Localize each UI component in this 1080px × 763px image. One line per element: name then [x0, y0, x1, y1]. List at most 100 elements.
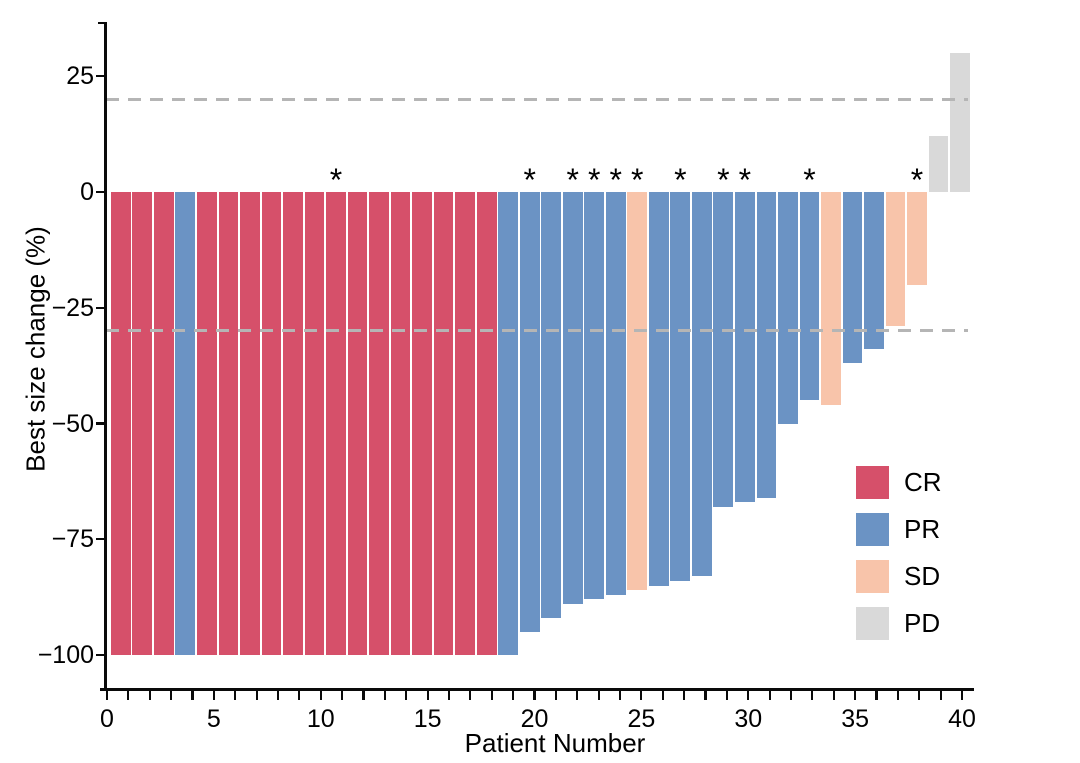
bar-patient-6: [218, 192, 239, 655]
x-axis-line: [100, 688, 974, 691]
y-tick-label-0: 0: [80, 178, 94, 206]
x-tick-10: [319, 691, 322, 700]
x-tick-7: [255, 691, 258, 700]
x-tick-34: [832, 691, 835, 700]
bar-patient-33: [799, 192, 820, 401]
reference-line--30: [106, 329, 968, 333]
x-tick-label-30: 30: [734, 705, 763, 733]
x-tick-21: [554, 691, 557, 700]
y-tick--75: [96, 538, 105, 541]
bar-patient-27: [670, 192, 691, 581]
y-tick-label--75: −75: [51, 525, 94, 554]
bar-patient-38: [907, 192, 927, 285]
y-axis-top-tick: [98, 22, 106, 25]
x-axis-title: Patient Number: [464, 728, 646, 758]
x-tick-38: [918, 691, 921, 700]
x-tick-label-10: 10: [306, 705, 335, 733]
bar-patient-3: [153, 192, 174, 655]
bar-patient-9: [283, 192, 303, 655]
x-tick-35: [854, 691, 857, 700]
bar-patient-5: [196, 192, 217, 655]
bar-patient-10: [304, 192, 325, 655]
bar-patient-11: [326, 192, 346, 655]
bar-patient-18: [476, 192, 497, 655]
bar-patient-40: [950, 53, 970, 192]
x-tick-6: [234, 691, 237, 700]
y-tick--25: [96, 306, 105, 309]
x-tick-19: [512, 691, 515, 700]
legend-item-pr: PR: [856, 513, 942, 546]
x-tick-14: [405, 691, 408, 700]
x-tick-26: [661, 691, 664, 700]
bar-patient-13: [369, 192, 389, 655]
x-tick-22: [576, 691, 579, 700]
x-tick-37: [896, 691, 899, 700]
legend-swatch-pr: [856, 513, 889, 546]
bar-patient-1: [110, 192, 131, 655]
x-tick-40: [960, 691, 964, 700]
star-annotation-patient-30: *: [738, 162, 752, 198]
bar-patient-20: [519, 192, 540, 632]
bar-patient-21: [541, 192, 562, 618]
x-tick-2: [148, 691, 151, 700]
x-tick-label-15: 15: [413, 705, 442, 733]
bar-patient-16: [433, 192, 454, 655]
bar-patient-29: [713, 192, 734, 507]
bar-patient-17: [455, 192, 476, 655]
bar-patient-4: [175, 192, 196, 655]
x-tick-32: [789, 691, 793, 700]
legend-item-cr: CR: [856, 466, 942, 499]
x-tick-36: [875, 691, 878, 700]
y-tick--100: [96, 653, 105, 657]
x-tick-39: [939, 691, 942, 700]
bar-patient-8: [261, 192, 282, 655]
y-tick--50: [96, 422, 105, 425]
bar-patient-30: [734, 192, 755, 503]
reference-line-20: [106, 97, 968, 101]
bar-patient-39: [928, 136, 949, 192]
y-tick-label--50: −50: [51, 409, 94, 438]
bar-patient-31: [756, 192, 777, 498]
x-tick-1: [127, 691, 130, 700]
star-annotation-patient-33: *: [803, 162, 816, 198]
x-tick-15: [426, 691, 429, 700]
star-annotation-patient-23: *: [588, 162, 601, 198]
bar-patient-2: [132, 192, 153, 655]
y-tick-label--100: −100: [37, 641, 94, 669]
legend-swatch-pd: [856, 607, 889, 640]
legend-item-sd: SD: [856, 560, 942, 593]
legend: CR PR SD PD: [856, 466, 942, 654]
bar-patient-36: [864, 192, 884, 350]
x-tick-31: [768, 691, 771, 700]
x-tick-17: [469, 691, 472, 700]
x-tick-label-20: 20: [520, 705, 549, 733]
x-tick-29: [725, 691, 728, 700]
legend-label-sd: SD: [904, 561, 941, 591]
star-annotation-patient-11: *: [329, 162, 343, 198]
legend-label-cr: CR: [904, 467, 942, 497]
bar-patient-26: [648, 192, 669, 586]
star-annotation-patient-27: *: [674, 162, 687, 198]
bar-patient-15: [412, 192, 432, 655]
bar-patient-25: [627, 192, 648, 591]
legend-swatch-sd: [856, 560, 889, 593]
x-tick-5: [212, 691, 215, 700]
x-tick-33: [811, 691, 814, 700]
x-tick-3: [170, 691, 173, 700]
x-tick-11: [341, 691, 344, 700]
star-annotation-patient-38: *: [910, 162, 924, 198]
y-tick-0: [96, 190, 105, 194]
bar-patient-14: [390, 192, 411, 655]
x-tick-9: [298, 691, 301, 700]
x-tick-25: [640, 691, 643, 700]
x-tick-23: [597, 691, 600, 700]
x-tick-28: [704, 691, 707, 700]
star-annotation-patient-25: *: [631, 162, 644, 198]
star-annotation-patient-22: *: [566, 162, 579, 198]
x-tick-8: [276, 691, 280, 700]
x-tick-12: [362, 691, 365, 700]
x-tick-16: [447, 691, 451, 700]
x-tick-27: [683, 691, 686, 700]
x-tick-18: [490, 691, 493, 700]
